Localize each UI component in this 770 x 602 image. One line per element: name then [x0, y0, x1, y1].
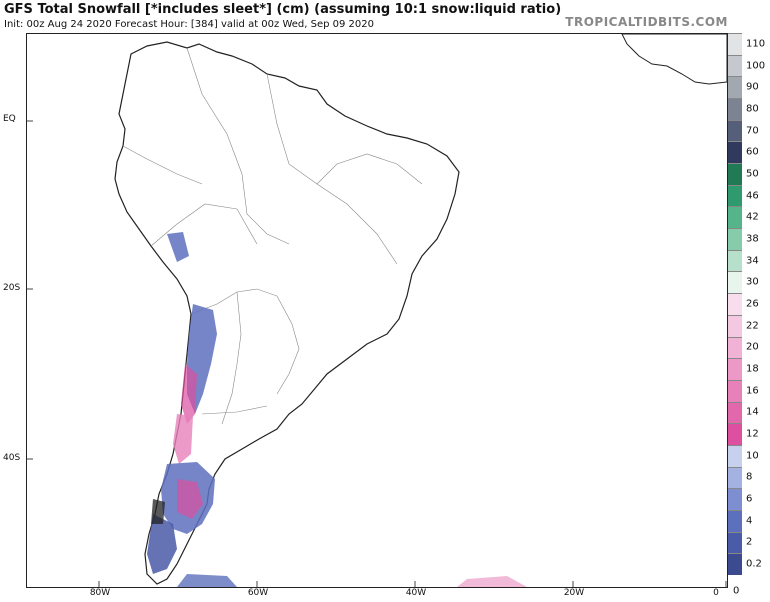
- legend-level-label: 16: [746, 385, 759, 397]
- lon-label-40w: 40W: [405, 588, 427, 598]
- legend-swatch: [728, 228, 742, 250]
- lat-label-eq: EQ: [3, 114, 16, 124]
- lon-label-80w: 80W: [89, 588, 111, 598]
- legend-level-label: 2: [746, 536, 753, 548]
- legend-level-label: 6: [746, 493, 753, 505]
- legend-swatch: [728, 358, 742, 380]
- legend-level-label: 80: [746, 103, 759, 115]
- legend-level-label: 0.2: [746, 558, 762, 570]
- legend-swatch: [728, 553, 742, 575]
- legend-swatch: [728, 184, 742, 207]
- legend-swatch: [728, 444, 742, 467]
- lat-label-20s: 20S: [3, 283, 21, 293]
- legend-level-label: 42: [746, 211, 759, 223]
- legend-swatch: [728, 423, 742, 445]
- map-title: GFS Total Snowfall [*includes sleet*] (c…: [4, 2, 562, 17]
- legend-swatch: [728, 379, 742, 402]
- lon-label-20w: 20W: [563, 588, 585, 598]
- legend-swatch: [728, 141, 742, 164]
- antarctic-snow: [457, 576, 527, 587]
- legend-level-label: 100: [746, 60, 766, 72]
- legend-swatch: [728, 509, 742, 532]
- legend-zero-label: 0: [733, 585, 740, 597]
- lat-label-40s: 40S: [3, 453, 21, 463]
- legend-swatch: [728, 119, 742, 142]
- legend-level-label: 22: [746, 320, 759, 332]
- legend-level-label: 8: [746, 471, 753, 483]
- legend-swatch: [728, 271, 742, 294]
- legend-level-label: 60: [746, 146, 759, 158]
- legend-level-label: 30: [746, 276, 759, 288]
- lon-label-60w: 60W: [247, 588, 269, 598]
- legend-swatch: [728, 488, 742, 510]
- legend-swatch: [728, 314, 742, 337]
- south-america-outline: [114, 41, 460, 585]
- map-subtitle: Init: 00z Aug 24 2020 Forecast Hour: [38…: [4, 19, 374, 30]
- lon-label-0: 0: [713, 588, 719, 598]
- legend-level-label: 14: [746, 406, 759, 418]
- snowfall-shading: [147, 232, 237, 587]
- graticule-ticks: [27, 120, 727, 587]
- legend-level-label: 70: [746, 125, 759, 137]
- legend-level-label: 20: [746, 341, 759, 353]
- legend-level-label: 4: [746, 515, 753, 527]
- africa-coastline: [621, 34, 727, 85]
- map-svg: [27, 34, 727, 587]
- legend-swatch: [728, 33, 742, 55]
- legend-swatch: [728, 98, 742, 120]
- legend-swatch: [728, 206, 742, 229]
- legend-level-label: 38: [746, 233, 759, 245]
- legend-swatch: [728, 293, 742, 315]
- legend-swatch: [728, 401, 742, 424]
- legend-colorbar: [728, 33, 742, 575]
- legend-swatch: [728, 336, 742, 359]
- legend-level-label: 34: [746, 255, 759, 267]
- legend-level-label: 26: [746, 298, 759, 310]
- legend-level-label: 50: [746, 168, 759, 180]
- legend-level-label: 12: [746, 428, 759, 440]
- legend-swatch: [728, 531, 742, 554]
- legend-swatch: [728, 249, 742, 272]
- legend-level-label: 10: [746, 450, 759, 462]
- legend-swatch: [728, 466, 742, 489]
- country-borders: [122, 47, 423, 425]
- brand-logo-text: TROPICALTIDBITS.COM: [565, 15, 728, 29]
- legend-level-label: 110: [746, 38, 766, 50]
- legend-swatch: [728, 163, 742, 185]
- map-area: [26, 33, 728, 588]
- legend-level-label: 90: [746, 81, 759, 93]
- legend-level-label: 18: [746, 363, 759, 375]
- legend-swatch: [728, 54, 742, 77]
- legend-swatch: [728, 76, 742, 99]
- legend-level-label: 46: [746, 190, 759, 202]
